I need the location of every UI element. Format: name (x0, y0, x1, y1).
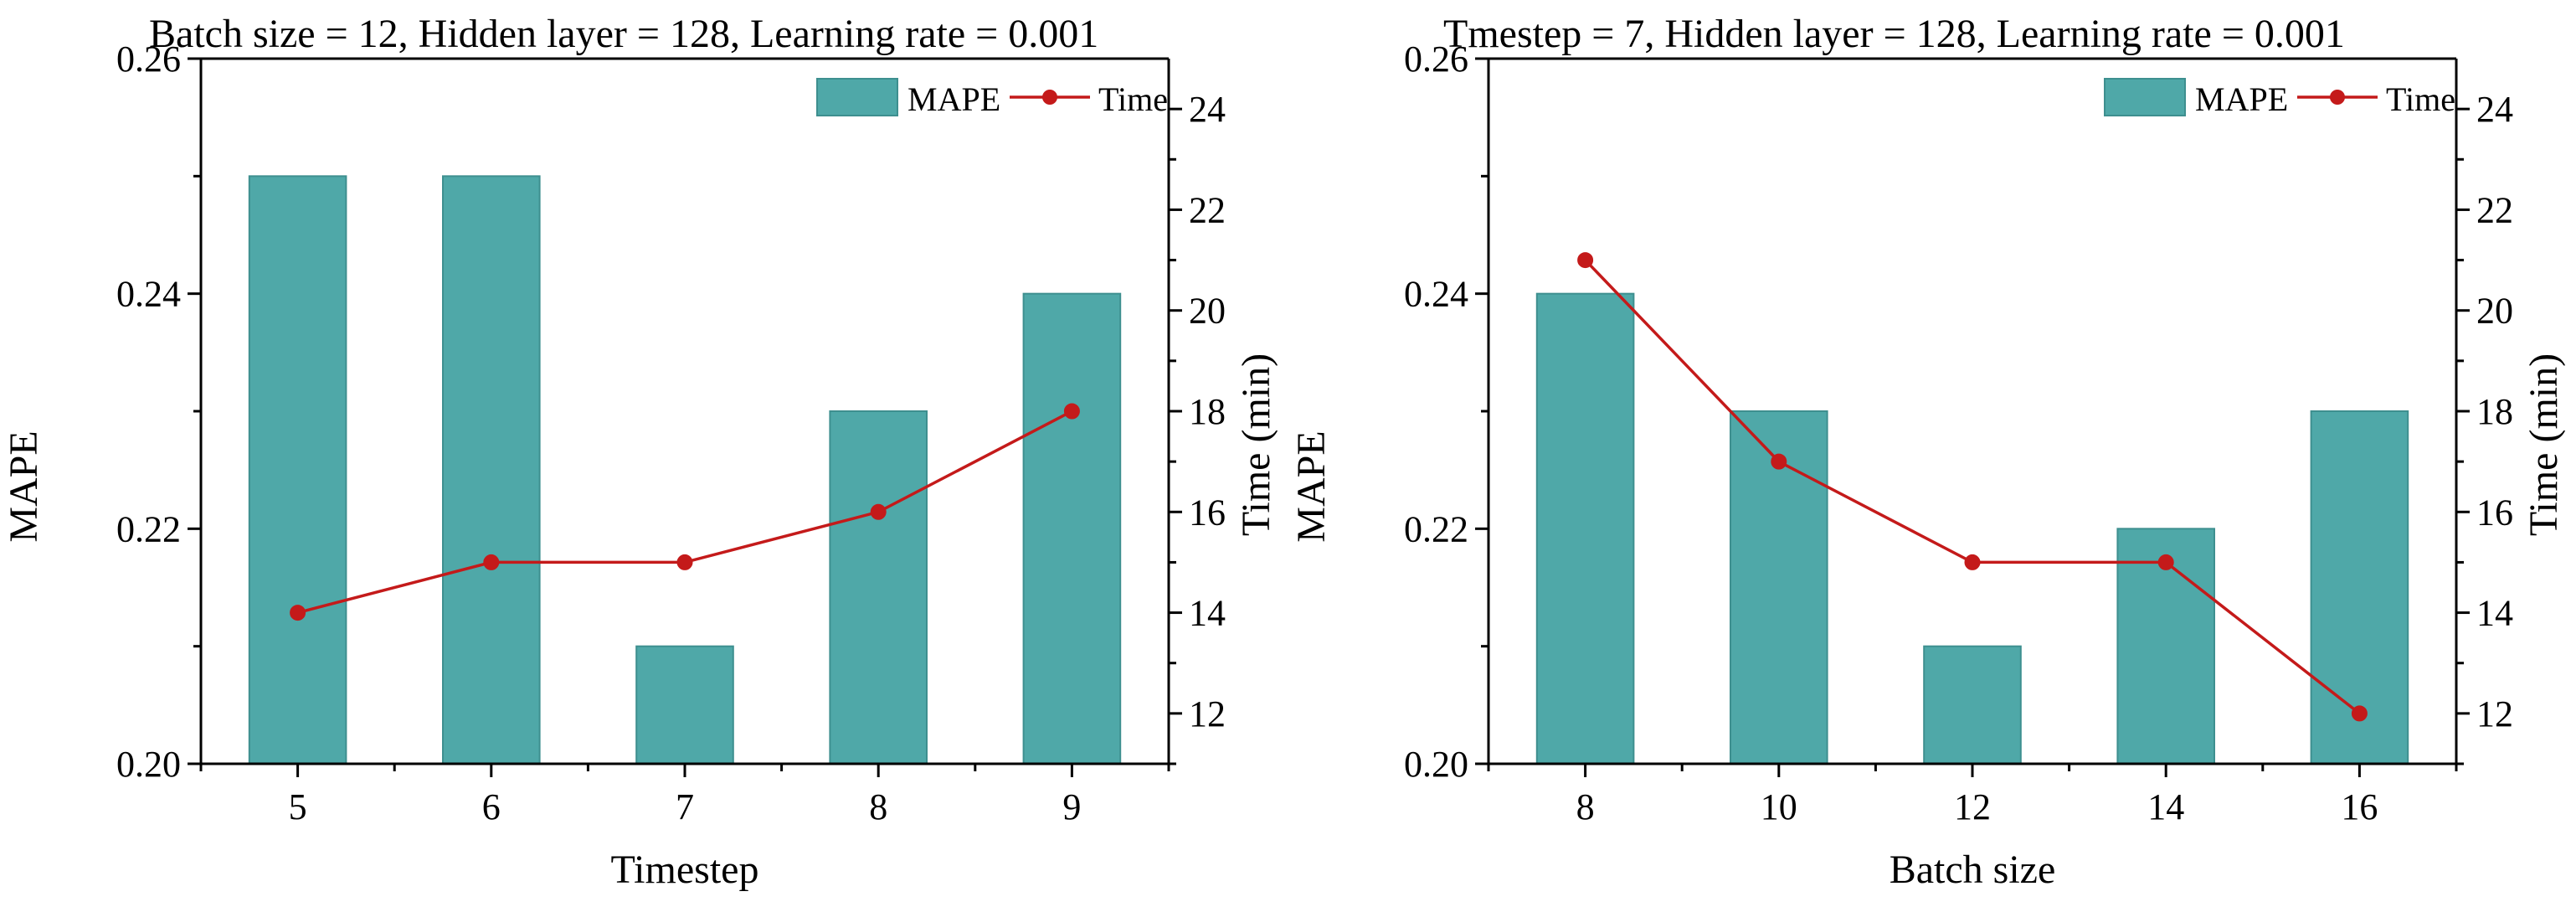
x-tick-label-8: 8 (1576, 786, 1595, 827)
chart-panel-2: 8 10 12 14 16 0.20 0.22 0.24 0.26 12 14 16 18 20 22 24 T… (1289, 12, 2566, 892)
time-line (297, 410, 1073, 615)
left-y-tick-label-0.20: 0.20 (1404, 744, 1468, 785)
time-point-6 (483, 554, 500, 570)
right-y-tick-label-18: 18 (1189, 391, 1226, 432)
time-point-16 (2351, 705, 2368, 722)
time-point-10 (1771, 453, 1787, 470)
right-y-tick-label-24: 24 (2476, 89, 2513, 130)
x-tick-label-10: 10 (1761, 786, 1797, 827)
legend-mape-swatch (2104, 78, 2186, 116)
x-tick-label-7: 7 (676, 786, 694, 827)
right-y-tick-label-24: 24 (1189, 89, 1226, 130)
left-y-tick-label-0.26: 0.26 (1404, 39, 1468, 80)
left-y-tick-label-0.24: 0.24 (1404, 274, 1468, 315)
right-y-tick-label-20: 20 (1189, 291, 1226, 332)
legend-mape-label: MAPE (908, 80, 1000, 118)
time-point-8 (1577, 252, 1594, 269)
left-y-axis-title: MAPE (2, 430, 46, 542)
x-tick-label-14: 14 (2147, 786, 2184, 827)
mape-bar-7 (635, 645, 734, 765)
right-y-tick-label-14: 14 (1189, 593, 1226, 634)
right-y-tick-label-18: 18 (2476, 391, 2513, 432)
right-y-tick-label-16: 16 (1189, 492, 1226, 533)
time-point-12 (1964, 554, 1981, 570)
mape-bar-5 (248, 175, 347, 765)
legend-time-label: Time (2386, 80, 2455, 118)
right-y-tick-label-12: 12 (1189, 693, 1226, 734)
mape-bar-6 (442, 175, 541, 765)
right-y-tick-label-22: 22 (1189, 189, 1226, 230)
right-y-axis-title: Time (min) (1234, 353, 1278, 536)
mape-bar-8 (1535, 292, 1635, 765)
time-point-7 (676, 554, 693, 570)
right-y-axis-title: Time (min) (2522, 353, 2566, 536)
mape-bar-12 (1923, 645, 2022, 765)
x-tick-label-8: 8 (869, 786, 887, 827)
mape-bar-8 (829, 410, 928, 765)
mape-bar-9 (1022, 292, 1122, 765)
chart-panel-1: 5 6 7 8 9 0.20 0.22 0.24 0.26 12 14 16 18 20 22 24 Batch… (2, 12, 1278, 892)
x-axis-title: Batch size (1890, 848, 2056, 892)
time-point-14 (2157, 554, 2174, 570)
mape-bar-16 (2310, 410, 2409, 765)
chart-title: Batch size = 12, Hidden layer = 128, Lea… (149, 12, 1098, 56)
legend-time-marker (2330, 90, 2345, 105)
mape-bar-10 (1730, 410, 1828, 765)
x-tick-label-6: 6 (482, 786, 501, 827)
time-point-5 (290, 605, 306, 621)
left-y-tick-label-0.20: 0.20 (116, 744, 181, 785)
right-y-tick-label-12: 12 (2476, 693, 2513, 734)
x-tick-label-5: 5 (289, 786, 307, 827)
legend-time-label: Time (1098, 80, 1168, 118)
x-tick-label-16: 16 (2341, 786, 2378, 827)
x-axis-title: Timestep (611, 848, 759, 892)
time-point-8 (870, 503, 887, 520)
chart-title: Tmestep = 7, Hidden layer = 128, Learnin… (1443, 12, 2345, 56)
left-y-axis-title: MAPE (1289, 430, 1334, 542)
legend-time-marker (1042, 90, 1057, 105)
right-y-tick-label-16: 16 (2476, 492, 2513, 533)
left-y-tick-label-0.24: 0.24 (116, 274, 181, 315)
right-y-tick-label-14: 14 (2476, 593, 2513, 634)
right-y-tick-label-20: 20 (2476, 291, 2513, 332)
right-y-tick-label-22: 22 (2476, 189, 2513, 230)
time-line (1584, 259, 2361, 715)
legend-mape-label: MAPE (2195, 80, 2288, 118)
x-tick-label-12: 12 (1954, 786, 1991, 827)
left-y-tick-label-0.26: 0.26 (116, 39, 181, 80)
time-point-9 (1063, 403, 1080, 420)
legend-mape-swatch (816, 78, 898, 116)
left-y-tick-label-0.22: 0.22 (1404, 508, 1468, 549)
x-tick-label-9: 9 (1062, 786, 1081, 827)
left-y-tick-label-0.22: 0.22 (116, 508, 181, 549)
